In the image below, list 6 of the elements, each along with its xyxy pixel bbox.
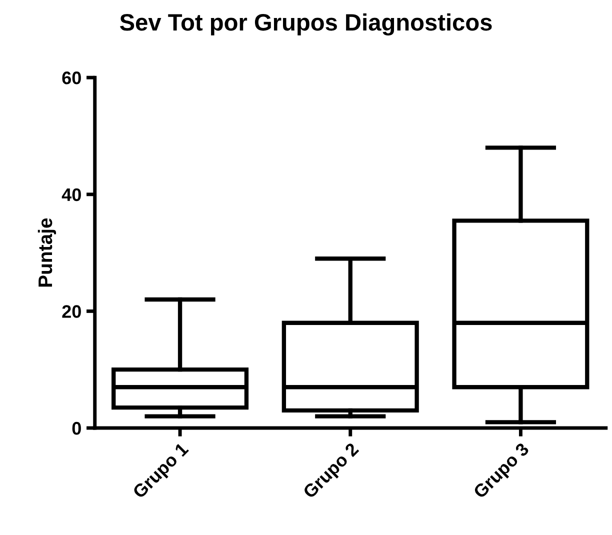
y-tick-label: 60 bbox=[62, 72, 81, 84]
y-tick-label: 20 bbox=[62, 305, 81, 318]
y-axis-title: Puntaje bbox=[38, 218, 56, 287]
y-tick-label: 0 bbox=[72, 422, 81, 435]
y-tick-label: 40 bbox=[62, 188, 81, 202]
chart-title: Sev Tot por Grupos Diagnosticos bbox=[120, 13, 492, 36]
